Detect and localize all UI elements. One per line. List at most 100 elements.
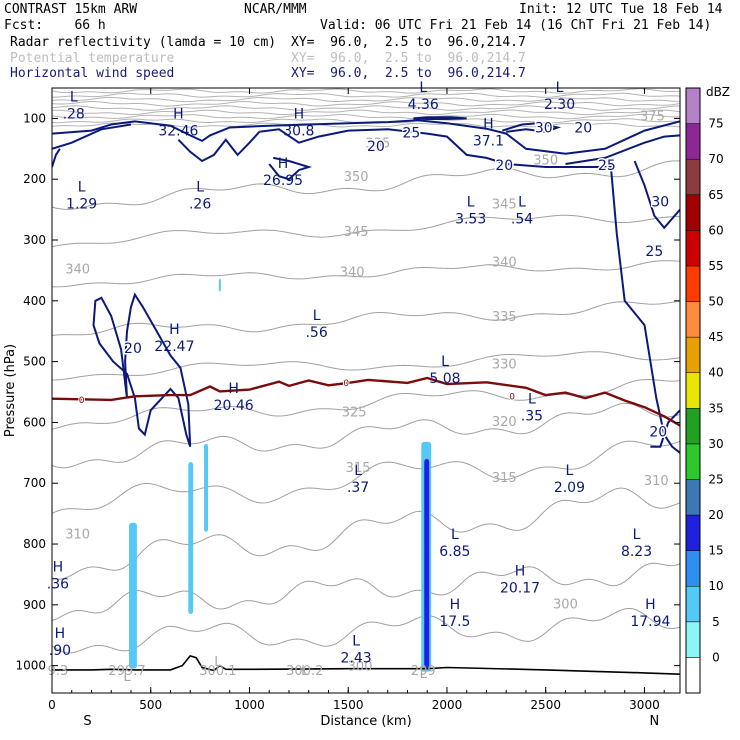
colorbar-swatch <box>685 621 701 658</box>
theta-contour-330 <box>52 351 680 381</box>
theta-contour-340 <box>52 260 680 288</box>
center-letter: H <box>278 156 289 172</box>
colorbar-swatch <box>685 585 701 623</box>
theta-contour-upper <box>52 92 680 98</box>
theta-label: 345 <box>492 198 517 213</box>
wind-label: 20 <box>367 139 385 155</box>
theta-center-value: 9.3 <box>48 664 69 679</box>
wind-contour-0 <box>52 119 680 155</box>
center-value: 2.09 <box>554 480 585 496</box>
center-value: 37.1 <box>473 134 504 150</box>
theta-label: 300 <box>348 660 373 675</box>
wind-label: 20 <box>574 121 592 137</box>
colorbar-swatch <box>685 657 701 694</box>
center-letter: L <box>441 354 449 370</box>
theta-label: 340 <box>492 255 517 270</box>
theta-label: 335 <box>365 137 390 152</box>
colorbar-tick-label: 55 <box>708 259 723 273</box>
theta-label: 315 <box>346 461 371 476</box>
freezing-label: 0 <box>343 379 349 389</box>
center-letter: H <box>483 117 494 133</box>
wind-contour-11 <box>650 409 680 448</box>
center-value: 26.95 <box>263 173 303 189</box>
theta-label: 340 <box>340 266 365 281</box>
center-letter: H <box>53 559 64 575</box>
wind-label: 20 <box>124 341 142 357</box>
contour-labels: 375 350 335 350 345 345 340 340 340 335 330 325 320 3… <box>47 80 671 685</box>
x-tick-label: 2500 <box>530 698 561 712</box>
center-letter: H <box>55 626 66 642</box>
wind-contour-7 <box>502 122 562 133</box>
center-letter: H <box>294 106 305 122</box>
colorbar-unit: dBZ <box>706 85 730 99</box>
wind-label: 25 <box>598 158 616 174</box>
theta-label: 315 <box>492 471 517 486</box>
colorbar-tick-label: 25 <box>708 472 723 486</box>
colorbar-swatch <box>685 265 701 302</box>
y-tick-label: 800 <box>23 537 46 551</box>
center-value: 17.5 <box>439 614 470 630</box>
theta-label: 350 <box>344 170 369 185</box>
colorbar-tick-label: 70 <box>708 152 723 166</box>
colorbar-tick-label: 65 <box>708 188 723 202</box>
theta-contour-310 <box>52 487 680 580</box>
wind-contour-5 <box>565 134 680 165</box>
colorbar-frame <box>685 87 701 694</box>
center-letter: L <box>528 391 536 407</box>
y-tick-label: 900 <box>23 598 46 612</box>
theta-label: 325 <box>342 405 367 420</box>
y-tick-label: 200 <box>23 172 46 186</box>
theta-center-value: 299 <box>411 664 436 679</box>
center-value: 20.17 <box>500 581 540 597</box>
center-value: .35 <box>521 408 543 424</box>
wind-contour-9 <box>92 292 192 448</box>
colorbar-tick-label: 30 <box>708 437 723 451</box>
colorbar-swatch <box>685 301 701 338</box>
center-value: 17.94 <box>630 614 670 630</box>
x-tick-label: 3000 <box>629 698 660 712</box>
center-letter: L <box>313 308 321 324</box>
center-letter: L <box>566 463 574 479</box>
wind-contour-8 <box>413 116 467 120</box>
init-time: Init: 12 UTC Tue 18 Feb 14 <box>519 2 723 17</box>
center-value: .37 <box>347 480 369 496</box>
theta-label: 330 <box>492 357 517 372</box>
center-value: .56 <box>305 325 327 341</box>
theta-contour-upper <box>52 113 680 120</box>
theta-contour-upper <box>52 109 680 116</box>
theta-contour-350 <box>52 160 680 210</box>
theta-center-value: 300.2 <box>286 664 323 679</box>
center-letter: L <box>518 194 526 210</box>
wind-label: 20 <box>649 425 667 441</box>
colorbar-swatch <box>685 87 701 124</box>
surface-pressure-line <box>52 654 680 675</box>
freezing-level-line <box>52 376 680 427</box>
freezing-label: 0 <box>79 396 85 406</box>
colorbar-tick-label: 60 <box>708 223 723 237</box>
theta-label: 310 <box>644 474 669 489</box>
freezing-label: 0 <box>509 392 515 402</box>
reflectivity-cell <box>424 458 430 669</box>
theta-contour-300 <box>52 607 680 654</box>
center-value: .54 <box>511 211 533 227</box>
plot-frame <box>51 87 681 694</box>
colorbar-tick-label: 50 <box>708 295 723 309</box>
theta-label: 345 <box>344 225 369 240</box>
reflectivity-cells <box>129 278 432 672</box>
x-tick-label: 1000 <box>234 698 265 712</box>
center-letter: L <box>467 194 475 210</box>
colorbar-tick-label: 40 <box>708 366 723 380</box>
center-letter: L <box>196 179 204 195</box>
center-letter: L <box>78 179 86 195</box>
colorbar-tick-label: 35 <box>708 401 723 415</box>
theta-contour-305 <box>52 562 680 621</box>
colorbar-tick-label: 5 <box>712 615 720 629</box>
organization-label: NCAR/MMM <box>244 2 307 17</box>
y-tick-label: 100 <box>23 111 46 125</box>
wind-contour-10 <box>52 148 61 168</box>
center-value: 1.29 <box>66 196 97 212</box>
wind-label: 30 <box>535 121 553 137</box>
field-theta-xy: XY= 96.0, 2.5 to 96.0,214.7 <box>291 51 526 66</box>
theta-center-letter: L <box>301 664 309 679</box>
center-value: 8.23 <box>621 544 652 560</box>
